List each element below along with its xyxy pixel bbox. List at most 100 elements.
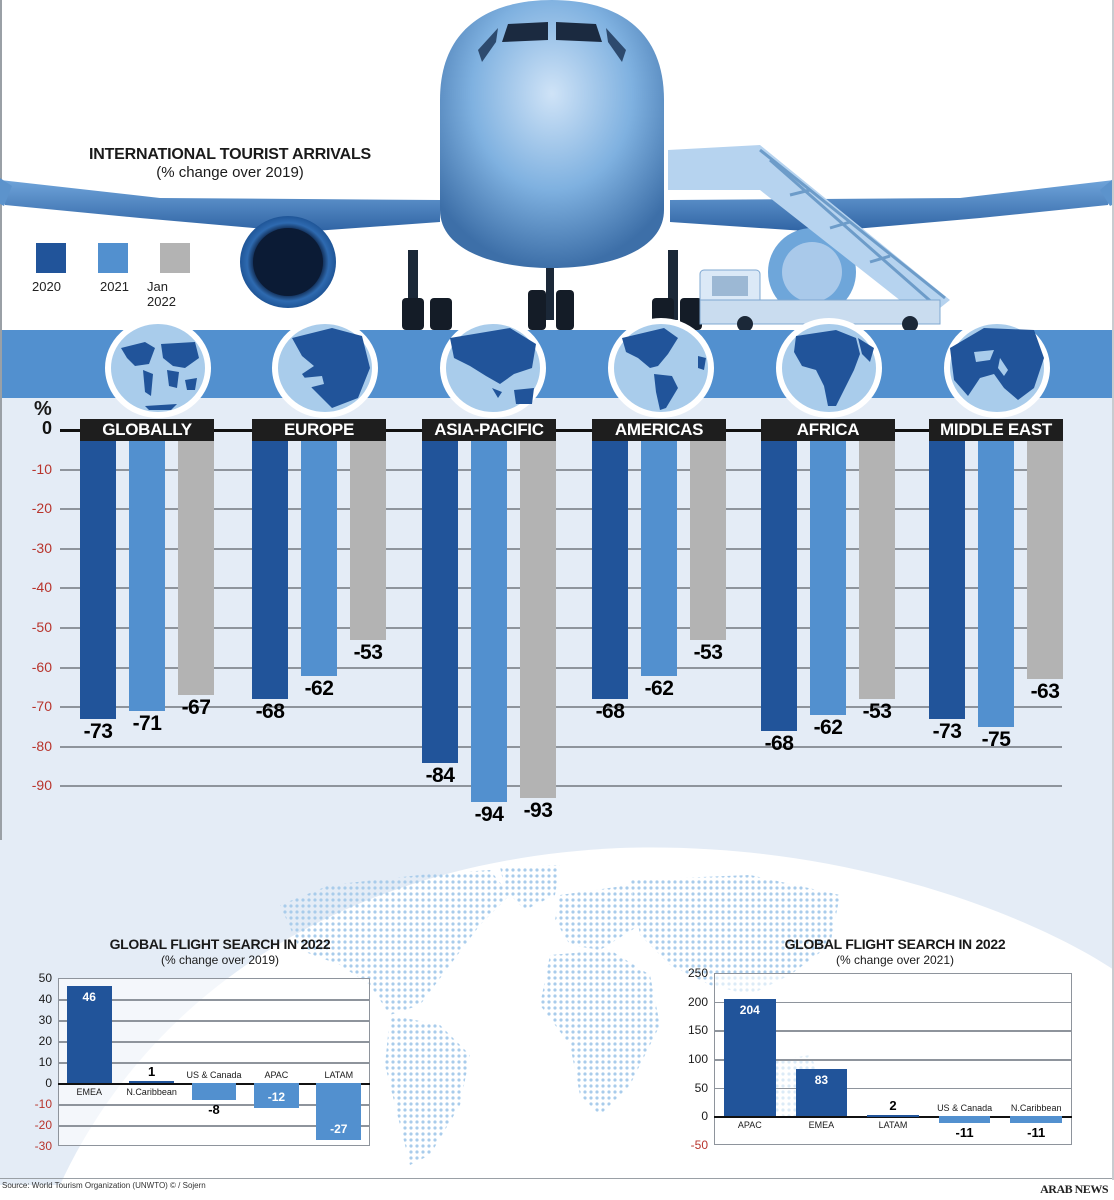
bar-value-label: -94 (474, 803, 504, 827)
bar-value-label: -27 (330, 1121, 348, 1136)
region-label-middle-east: MIDDLE EAST (929, 419, 1063, 441)
bar-middle-east-jan-2022 (1027, 440, 1063, 680)
bar-globally-jan-2022 (178, 440, 214, 696)
bar-value-label: 46 (82, 990, 96, 1005)
bar-value-label: -11 (955, 1124, 974, 1140)
bar-us-canada (938, 1116, 991, 1123)
gridline (714, 1087, 1072, 1090)
mini-chart-2-subtitle: (% change over 2021) (835, 953, 955, 967)
bar-value-label: -67 (181, 696, 211, 720)
category-label: LATAM (878, 1120, 908, 1131)
right-border (1112, 0, 1114, 1180)
category-label: EMEA (76, 1087, 102, 1097)
bar-africa-2021 (810, 440, 846, 716)
y-tick-label: -30 (31, 539, 52, 556)
bar-emea (795, 1068, 848, 1117)
y-tick-label: -30 (34, 1139, 52, 1153)
bar-value-label: -84 (425, 763, 455, 787)
region-label-africa: AFRICA (761, 419, 895, 441)
gridline (60, 627, 1062, 629)
bar-value-label: -8 (208, 1101, 220, 1117)
y-tick-label: 50 (694, 1080, 708, 1095)
bar-asia-pacific-2020 (422, 440, 458, 763)
y-tick-label: 10 (38, 1055, 52, 1069)
bar-asia-pacific-2021 (471, 440, 507, 803)
y-tick-label: 0 (45, 1076, 52, 1090)
category-label: EMEA (808, 1120, 835, 1131)
y-tick-label: 200 (687, 994, 708, 1009)
left-border (0, 0, 2, 1180)
bar-apac (253, 1083, 299, 1109)
y-tick-label: 40 (38, 992, 52, 1006)
y-tick-label: 250 (687, 966, 708, 980)
bar-globally-2021 (129, 440, 165, 712)
y-tick-label: -10 (31, 460, 52, 477)
bar-americas-2021 (641, 440, 677, 676)
category-label: N.Caribbean (126, 1087, 177, 1097)
bar-globally-2020 (80, 440, 116, 720)
y-tick-label: -20 (34, 1118, 52, 1132)
y-tick-label: -80 (31, 737, 52, 754)
gridline (60, 587, 1062, 590)
chart-subtitle: (% change over 2019) (156, 164, 304, 181)
chart-title: INTERNATIONAL TOURIST ARRIVALS (88, 146, 371, 163)
dotted-world-map (280, 865, 840, 1165)
bar-value-label: -71 (132, 712, 162, 736)
bar-value-label: -11 (1027, 1124, 1046, 1140)
gridline (60, 706, 1062, 709)
bar-value-label: -62 (304, 676, 334, 700)
y-tick-label: -40 (31, 579, 52, 596)
bar-europe-jan-2022 (350, 440, 386, 640)
gridline (60, 785, 1062, 788)
gridline (714, 1059, 1072, 1061)
bar-middle-east-2020 (929, 440, 965, 720)
bar-apac (724, 999, 776, 1117)
bar-asia-pacific-jan-2022 (520, 440, 556, 799)
category-label: US & Canada (186, 1070, 242, 1080)
region-label-americas: AMERICAS (592, 419, 726, 441)
globe-europe-icon (272, 318, 378, 418)
gridline (60, 745, 1062, 748)
bar-value-label: 83 (814, 1072, 829, 1087)
gridline (60, 508, 1062, 511)
bar-europe-2021 (301, 440, 337, 676)
legend-swatch-jan-2022 (160, 243, 190, 273)
bar-value-label: -53 (862, 700, 892, 724)
bar-n-caribbean (1010, 1116, 1062, 1123)
bar-value-label: 2 (889, 1098, 897, 1114)
globe-asia-pacific-icon (440, 318, 546, 418)
legend-swatch-2020 (36, 243, 66, 273)
bar-value-label: -68 (255, 700, 285, 724)
gridline (58, 1041, 370, 1043)
y-axis-unit: % (34, 398, 52, 420)
legend-label-jan-2022: Jan 2022 (147, 279, 176, 309)
bar-value-label: -73 (932, 720, 962, 744)
globe-world-icon (105, 318, 211, 418)
y-tick-label: 0 (41, 418, 52, 438)
bar-europe-2020 (252, 440, 288, 700)
y-tick-label: -50 (690, 1138, 708, 1152)
bar-value-label: -53 (353, 640, 383, 664)
legend-swatch-2021 (98, 243, 128, 273)
category-label: APAC (264, 1070, 289, 1080)
bar-africa-jan-2022 (859, 440, 895, 700)
bar-value-label: -73 (83, 720, 113, 744)
region-label-europe: EUROPE (252, 419, 386, 441)
mini-chart-1-subtitle: (% change over 2019) (160, 953, 280, 967)
gridline (58, 1104, 370, 1106)
brand-logo: ARAB NEWS (1040, 1182, 1108, 1196)
y-tick-label: 150 (687, 1023, 708, 1038)
legend-label-2021: 2021 (100, 279, 129, 294)
bar-emea (66, 986, 112, 1083)
bar-middle-east-2021 (978, 440, 1014, 727)
bar-value-label: -68 (764, 731, 794, 755)
tourist-arrivals-chart: % 0 -10 -20 -30 -40 -50 -60 -70 -80 -90 -73 -71 -67… (31, 398, 1063, 827)
y-tick-label: -10 (34, 1097, 52, 1111)
category-label: US & Canada (937, 1103, 993, 1114)
category-label: LATAM (324, 1070, 354, 1080)
bar-value-label: -12 (267, 1090, 286, 1105)
y-tick-label: -20 (31, 500, 52, 517)
bar-latam (867, 1115, 919, 1118)
bar-value-label: 1 (147, 1063, 156, 1079)
